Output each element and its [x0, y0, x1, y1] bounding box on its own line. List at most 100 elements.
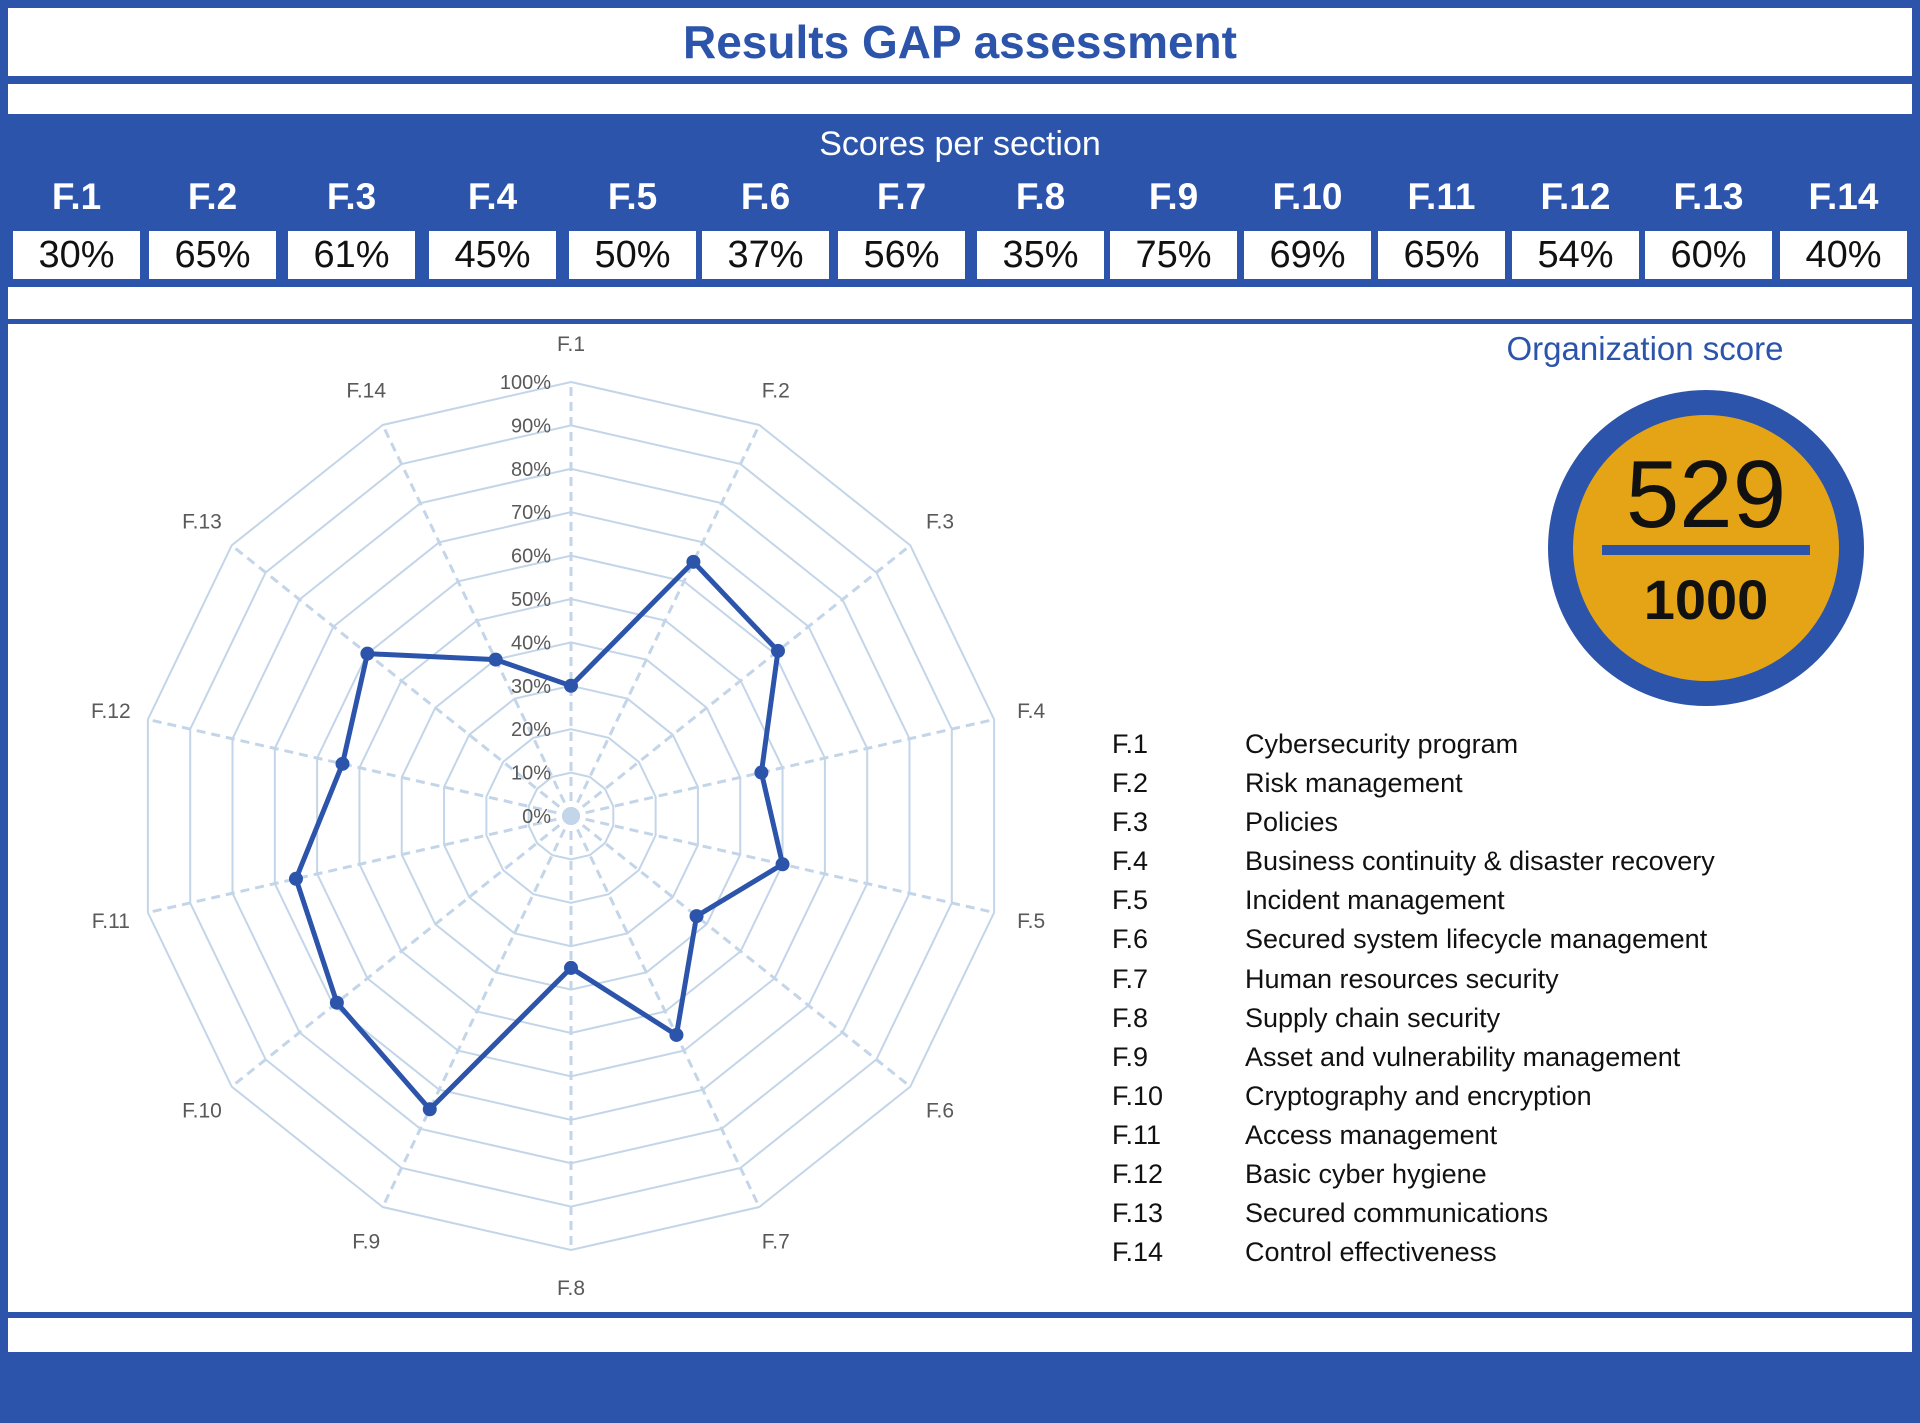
legend-name: Control effectiveness: [1245, 1237, 1497, 1268]
radar-data-point: [754, 765, 769, 780]
legend-name: Access management: [1245, 1119, 1498, 1150]
legend-item: F.11 Access management: [1112, 1116, 1812, 1155]
radar-tick-label: 70%: [511, 502, 551, 524]
section-label: F.5: [607, 176, 658, 217]
radar-tick-label: 80%: [511, 459, 551, 481]
legend-name: Policies: [1245, 807, 1339, 838]
radar-tick-label: 0%: [522, 806, 551, 828]
legend-name: Incident management: [1245, 885, 1505, 916]
legend-item: F.14 Control effectiveness: [1112, 1233, 1812, 1272]
radar-spoke: [147, 717, 572, 818]
radar-grid-ring: [146, 380, 996, 1252]
section-label: F.14: [1808, 176, 1879, 217]
radar-grid-ring: [443, 684, 699, 948]
radar-category-label: F.10: [182, 1099, 222, 1122]
legend-item: F.7 Human resources security: [1112, 960, 1812, 999]
radar-grid-ring: [485, 728, 657, 904]
legend-item: F.6 Secured system lifecycle management: [1112, 920, 1812, 959]
radar-spoke: [147, 814, 572, 915]
page-title: Results GAP assessment: [683, 16, 1237, 68]
section-label: F.10: [1272, 176, 1343, 217]
radar-category-label: F.6: [926, 1099, 954, 1122]
section-label: F.1: [51, 176, 102, 217]
radar-category-label: F.8: [557, 1277, 585, 1300]
radar-spoke: [570, 814, 912, 1088]
legend-name: Asset and vulnerability management: [1245, 1041, 1681, 1072]
radar-category-label: F.2: [762, 380, 790, 403]
radar-tick-label: 20%: [511, 719, 551, 741]
radar-spoke: [569, 815, 761, 1208]
legend-code: F.2: [1112, 768, 1149, 799]
legend-code: F.6: [1112, 924, 1149, 955]
radar-center: [562, 807, 580, 825]
legend-name: Cryptography and encryption: [1245, 1080, 1592, 1111]
radar-data-point: [564, 678, 578, 693]
legend-code: F.14: [1112, 1237, 1164, 1268]
section-legend: F.1 Cybersecurity program F.2 Risk manageme…: [1112, 725, 1812, 1272]
legend-item: F.13 Secured communications: [1112, 1194, 1812, 1233]
legend-code: F.4: [1112, 846, 1149, 877]
radar-data-point: [564, 960, 578, 975]
radar-spoke: [381, 815, 573, 1208]
radar-category-label: F.3: [926, 511, 954, 534]
radar-data-point: [335, 756, 350, 771]
section-score: 60%: [1645, 231, 1772, 279]
section-label: F.2: [187, 176, 238, 217]
legend-code: F.3: [1112, 807, 1149, 838]
separator-band: [8, 287, 1912, 319]
legend-item: F.4 Business continuity & disaster recove…: [1112, 842, 1812, 881]
radar-spoke: [230, 814, 572, 1088]
legend-code: F.7: [1112, 963, 1149, 994]
title-bar: Results GAP assessment: [8, 8, 1912, 76]
organization-score-value: 529: [1625, 441, 1787, 548]
radar-category-label: F.7: [762, 1230, 790, 1253]
legend-name: Cybersecurity program: [1245, 729, 1519, 759]
legend-name: Risk management: [1245, 768, 1463, 799]
legend-name: Human resources security: [1245, 963, 1559, 994]
section-label: F.4: [467, 176, 518, 217]
legend-code: F.8: [1112, 1002, 1149, 1033]
organization-score-badge: [1548, 390, 1864, 706]
radar-category-label: F.5: [1017, 910, 1045, 933]
section-score: 35%: [977, 231, 1104, 279]
section-score: 37%: [702, 231, 829, 279]
radar-spoke: [381, 424, 573, 817]
separator-band: [8, 84, 1912, 114]
radar-grid-ring: [527, 771, 615, 861]
radar-data-point: [488, 652, 503, 667]
section-score: 69%: [1244, 231, 1371, 279]
section-label: F.11: [1407, 176, 1476, 217]
section-score: 50%: [569, 231, 696, 279]
radar-category-label: F.14: [346, 380, 386, 403]
radar-category-label: F.13: [182, 511, 222, 534]
section-score: 30%: [13, 231, 140, 279]
radar-tick-label: 50%: [511, 589, 551, 611]
legend-code: F.9: [1112, 1041, 1149, 1072]
radar-tick-label: 100%: [500, 372, 551, 394]
legend-item: F.12 Basic cyber hygiene: [1112, 1155, 1812, 1194]
section-label: F.12: [1540, 176, 1611, 217]
legend-code: F.13: [1112, 1198, 1164, 1229]
legend-item: F.8 Supply chain security: [1112, 999, 1812, 1038]
legend-name: Basic cyber hygiene: [1245, 1159, 1487, 1190]
radar-tick-label: 60%: [511, 546, 551, 568]
section-score: 61%: [288, 231, 415, 279]
section-score: 75%: [1110, 231, 1237, 279]
radar-data-point: [288, 871, 303, 886]
section-label: F.6: [740, 176, 791, 217]
legend-item: F.5 Incident management: [1112, 881, 1812, 920]
legend-item: F.10 Cryptography and encryption: [1112, 1077, 1812, 1116]
legend-name: Secured system lifecycle management: [1245, 924, 1708, 955]
section-score: 65%: [1378, 231, 1505, 279]
legend-code: F.11: [1112, 1119, 1162, 1150]
radar-data-point: [422, 1102, 437, 1117]
legend-item: F.3 Policies: [1112, 803, 1812, 842]
legend-name: Business continuity & disaster recovery: [1245, 846, 1715, 877]
radar-data-point: [360, 646, 375, 661]
legend-code: F.1: [1112, 729, 1149, 759]
radar-category-label: F.12: [91, 700, 131, 723]
radar-spoke: [569, 424, 761, 817]
legend-name: Secured communications: [1245, 1198, 1549, 1229]
radar-tick-label: 10%: [511, 763, 551, 785]
